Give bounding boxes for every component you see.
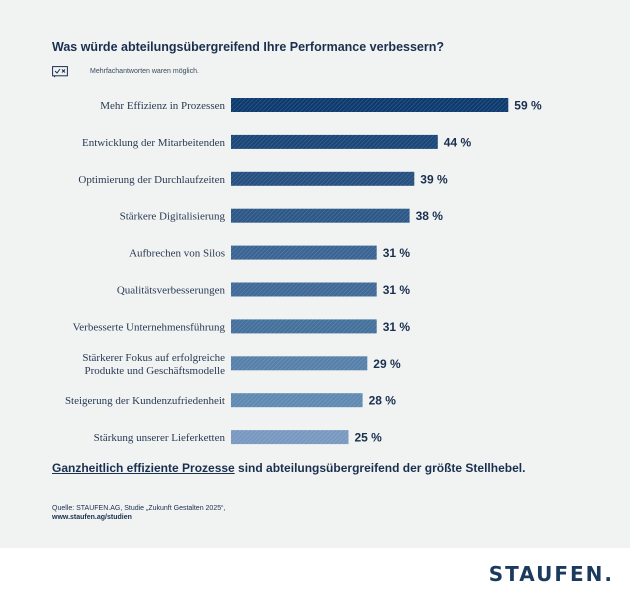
category-label-8: Stärkerer Fokus auf erfolgreiche Produkte… xyxy=(82,352,225,377)
chart-title: Was würde abteilungsübergreifend Ihre Pe… xyxy=(52,40,445,54)
source-line: Quelle: STAUFEN.AG, Studie „Zukunft Gest… xyxy=(52,505,226,512)
category-label-6: Qualitätsverbesserungen xyxy=(117,285,226,297)
value-label-3: 39 % xyxy=(420,172,448,186)
bar-chart: Mehr Effizienz in Prozessen Entwicklung d… xyxy=(65,98,542,445)
conclusion: Ganzheitlich effiziente Prozesse sind ab… xyxy=(52,461,525,475)
bar-3 xyxy=(231,171,415,186)
bar-9 xyxy=(231,393,363,408)
bar-5 xyxy=(231,245,377,260)
value-label-2: 44 % xyxy=(444,135,472,149)
category-label-5: Aufbrechen von Silos xyxy=(129,248,225,260)
bar-4 xyxy=(231,208,410,223)
bar-10 xyxy=(231,430,349,445)
category-label-3: Optimierung der Durchlaufzeiten xyxy=(78,174,225,186)
conclusion-rest: sind abteilungsübergreifend der größte S… xyxy=(234,461,526,475)
category-labels: Mehr Effizienz in Prozessen Entwicklung d… xyxy=(65,100,226,444)
bar-2 xyxy=(231,134,438,149)
content-panel xyxy=(0,0,630,548)
category-label-10: Stärkung unserer Lieferketten xyxy=(94,432,226,444)
value-label-8: 29 % xyxy=(373,357,401,371)
value-label-10: 25 % xyxy=(355,431,383,445)
source-url: www.staufen.ag/studien xyxy=(52,514,132,521)
conclusion-highlight: Ganzheitlich effiziente Prozesse xyxy=(52,461,235,475)
bar-7 xyxy=(231,319,377,334)
bar-6 xyxy=(231,282,377,297)
bars xyxy=(231,98,509,445)
category-label-2: Entwicklung der Mitarbeitenden xyxy=(82,137,225,149)
value-label-6: 31 % xyxy=(383,283,411,297)
checklist-icon xyxy=(52,66,68,78)
source-note: Quelle: STAUFEN.AG, Studie „Zukunft Gest… xyxy=(52,504,225,522)
staufen-logo: STAUFEN. xyxy=(488,562,614,586)
multiple-answers-note: Mehrfachantworten waren möglich. xyxy=(90,68,199,75)
value-label-9: 28 % xyxy=(369,394,397,408)
value-label-5: 31 % xyxy=(383,246,411,260)
value-label-4: 38 % xyxy=(416,209,444,223)
category-label-7: Verbesserte Unternehmensführung xyxy=(73,321,226,333)
category-label-1: Mehr Effizienz in Prozessen xyxy=(100,100,225,112)
category-label-9: Steigerung der Kundenzufriedenheit xyxy=(65,395,225,407)
value-label-1: 59 % xyxy=(514,99,542,113)
value-labels: 59 % 44 % 39 % 38 % 31 % 31 % 31 % 29 % 28 % 25 % xyxy=(355,99,542,445)
bar-1 xyxy=(231,98,509,112)
bar-8 xyxy=(231,356,368,371)
category-label-4: Stärkere Digitalisierung xyxy=(120,211,226,223)
value-label-7: 31 % xyxy=(383,320,411,334)
